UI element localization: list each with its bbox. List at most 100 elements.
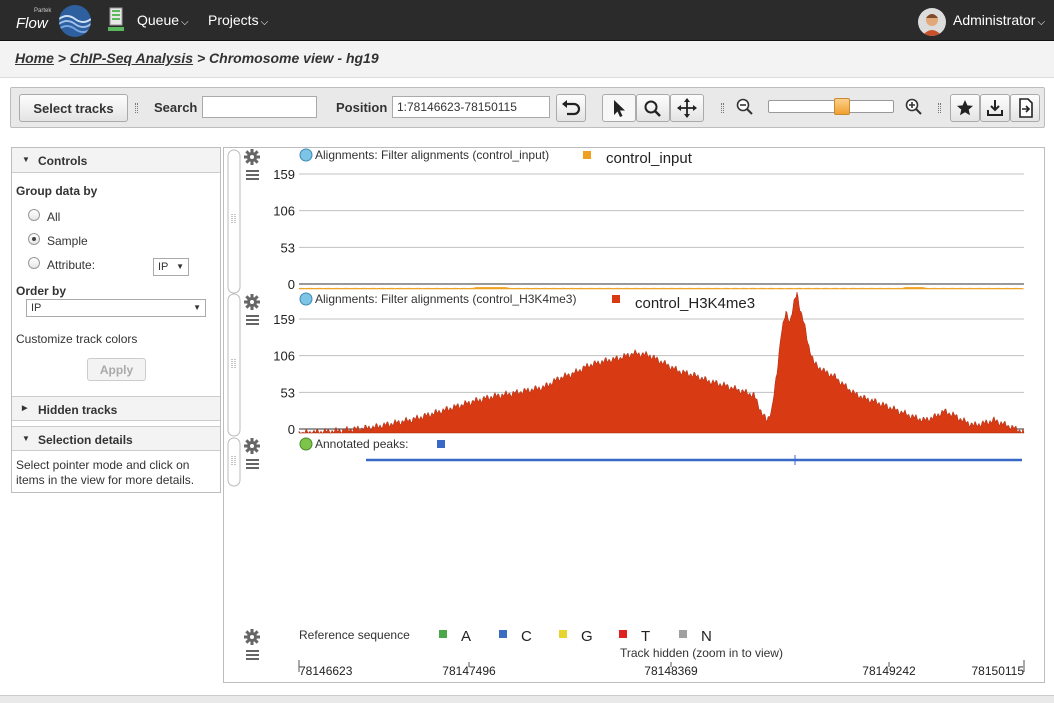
track-handle[interactable] [227, 149, 241, 294]
group-all-radio[interactable] [28, 209, 40, 221]
pointer-icon [614, 100, 625, 117]
caret-down-icon: ▼ [22, 155, 30, 164]
user-menu[interactable]: Administrator ⌵ [953, 12, 1045, 28]
pointer-mode-button[interactable] [602, 94, 636, 122]
gear-icon[interactable] [244, 438, 260, 454]
star-icon [957, 100, 973, 116]
queue-server-icon[interactable] [108, 7, 124, 33]
position-input[interactable] [392, 96, 550, 118]
menu-icon[interactable] [246, 459, 259, 469]
caret-right-icon: ▶ [22, 405, 28, 412]
coordinate-label: 78149242 [862, 664, 916, 678]
download-icon [987, 100, 1003, 116]
zoom-slider-handle[interactable] [834, 98, 850, 115]
search-input[interactable] [202, 96, 317, 118]
y-tick-label: 53 [281, 240, 295, 255]
order-by-label: Order by [16, 284, 67, 298]
user-avatar[interactable] [918, 8, 946, 36]
breadcrumb-separator: > [196, 50, 206, 66]
apply-button[interactable]: Apply [87, 358, 146, 381]
export-data-button[interactable] [1010, 94, 1040, 122]
group-attribute-radio[interactable] [28, 257, 40, 269]
track-handle[interactable] [227, 293, 241, 437]
track-title: Alignments: Filter alignments (control_H… [315, 292, 576, 306]
coverage-area[interactable] [298, 287, 1025, 290]
chevron-down-icon: ⌵ [1037, 17, 1046, 28]
projects-menu-label: Projects [208, 12, 259, 28]
y-tick-label: 0 [288, 422, 295, 437]
base-letter: N [701, 628, 712, 645]
y-tick-label: 106 [273, 349, 295, 364]
gear-icon[interactable] [244, 149, 260, 165]
position-label: Position [336, 100, 388, 115]
base-letter: G [581, 628, 593, 645]
drag-grip-icon[interactable] [231, 456, 236, 466]
logo-wave-icon [59, 5, 91, 37]
coordinate-label: 78148369 [644, 664, 698, 678]
caret-down-icon: ▼ [22, 434, 30, 443]
y-tick-label: 159 [273, 312, 295, 327]
toolbar-grip[interactable] [721, 103, 724, 113]
select-tracks-button[interactable]: Select tracks [19, 94, 128, 122]
group-sample-radio[interactable] [28, 233, 40, 245]
drag-grip-icon[interactable] [231, 359, 236, 369]
menu-icon[interactable] [246, 170, 259, 180]
top-navbar: Partek Flow Queue ⌵ Projects ⌵ [0, 0, 1054, 41]
controls-title: Controls [38, 154, 88, 168]
base-swatch [679, 630, 687, 638]
track-color-dot[interactable] [299, 437, 313, 451]
base-swatch [439, 630, 447, 638]
selection-details-hint: Select pointer mode and click on items i… [16, 458, 195, 487]
customize-track-colors-link[interactable]: Customize track colors [16, 332, 138, 346]
group-sample-label: Sample [47, 234, 88, 248]
coverage-area[interactable] [298, 292, 1025, 434]
move-arrows-icon [677, 98, 697, 118]
menu-icon[interactable] [246, 315, 259, 325]
gear-icon[interactable] [244, 629, 260, 645]
breadcrumb-project-link[interactable]: ChIP-Seq Analysis [69, 50, 194, 66]
attribute-select[interactable]: IP ▼ [153, 258, 189, 276]
legend-label: control_H3K4me3 [635, 295, 755, 312]
track-color-dot[interactable] [299, 148, 313, 162]
apply-label: Apply [99, 363, 134, 377]
tracks-canvas[interactable]: Alignments: Filter alignments (control_i… [224, 148, 1044, 682]
track-handle[interactable] [227, 437, 241, 487]
toolbar-grip[interactable] [135, 103, 138, 113]
bookmark-button[interactable] [950, 94, 980, 122]
track-hidden-note: Track hidden (zoom in to view) [620, 646, 783, 660]
breadcrumb-home-link[interactable]: Home [15, 50, 54, 66]
legend-swatch [612, 295, 620, 303]
zoom-mode-button[interactable] [636, 94, 670, 122]
legend-label: control_input [606, 150, 693, 167]
chromosome-view[interactable]: Alignments: Filter alignments (control_i… [223, 147, 1045, 683]
zoom-in-icon[interactable] [905, 98, 923, 116]
selection-details-title: Selection details [38, 433, 133, 447]
legend-swatch [583, 151, 591, 159]
partek-flow-logo[interactable]: Partek Flow [14, 4, 94, 38]
zoom-out-icon[interactable] [736, 98, 754, 116]
selection-details-header[interactable]: ▼ Selection details [12, 426, 220, 451]
coordinate-label: 78147496 [442, 664, 496, 678]
track-color-dot[interactable] [299, 292, 313, 306]
toolbar-grip[interactable] [938, 103, 941, 113]
reset-view-button[interactable] [556, 94, 586, 122]
select-tracks-label: Select tracks [33, 101, 114, 116]
queue-menu[interactable]: Queue ⌵ [137, 12, 189, 28]
hidden-tracks-header[interactable]: ▶ Hidden tracks [12, 396, 220, 421]
order-by-select[interactable]: IP ▼ [26, 299, 206, 317]
export-image-button[interactable] [980, 94, 1010, 122]
base-letter: T [641, 628, 650, 645]
gear-icon[interactable] [244, 294, 260, 310]
menu-icon[interactable] [246, 650, 259, 660]
view-toolbar: Select tracks Search Position [10, 87, 1045, 128]
status-bar [0, 695, 1054, 703]
file-export-icon [1019, 98, 1033, 118]
drag-grip-icon[interactable] [231, 214, 236, 224]
attribute-select-value: IP [158, 261, 169, 273]
controls-header[interactable]: ▼ Controls [12, 148, 220, 173]
reference-sequence-label: Reference sequence [299, 628, 410, 642]
breadcrumb-separator: > [57, 50, 66, 66]
zoom-slider[interactable] [768, 98, 894, 115]
projects-menu[interactable]: Projects ⌵ [208, 12, 268, 28]
pan-mode-button[interactable] [670, 94, 704, 122]
